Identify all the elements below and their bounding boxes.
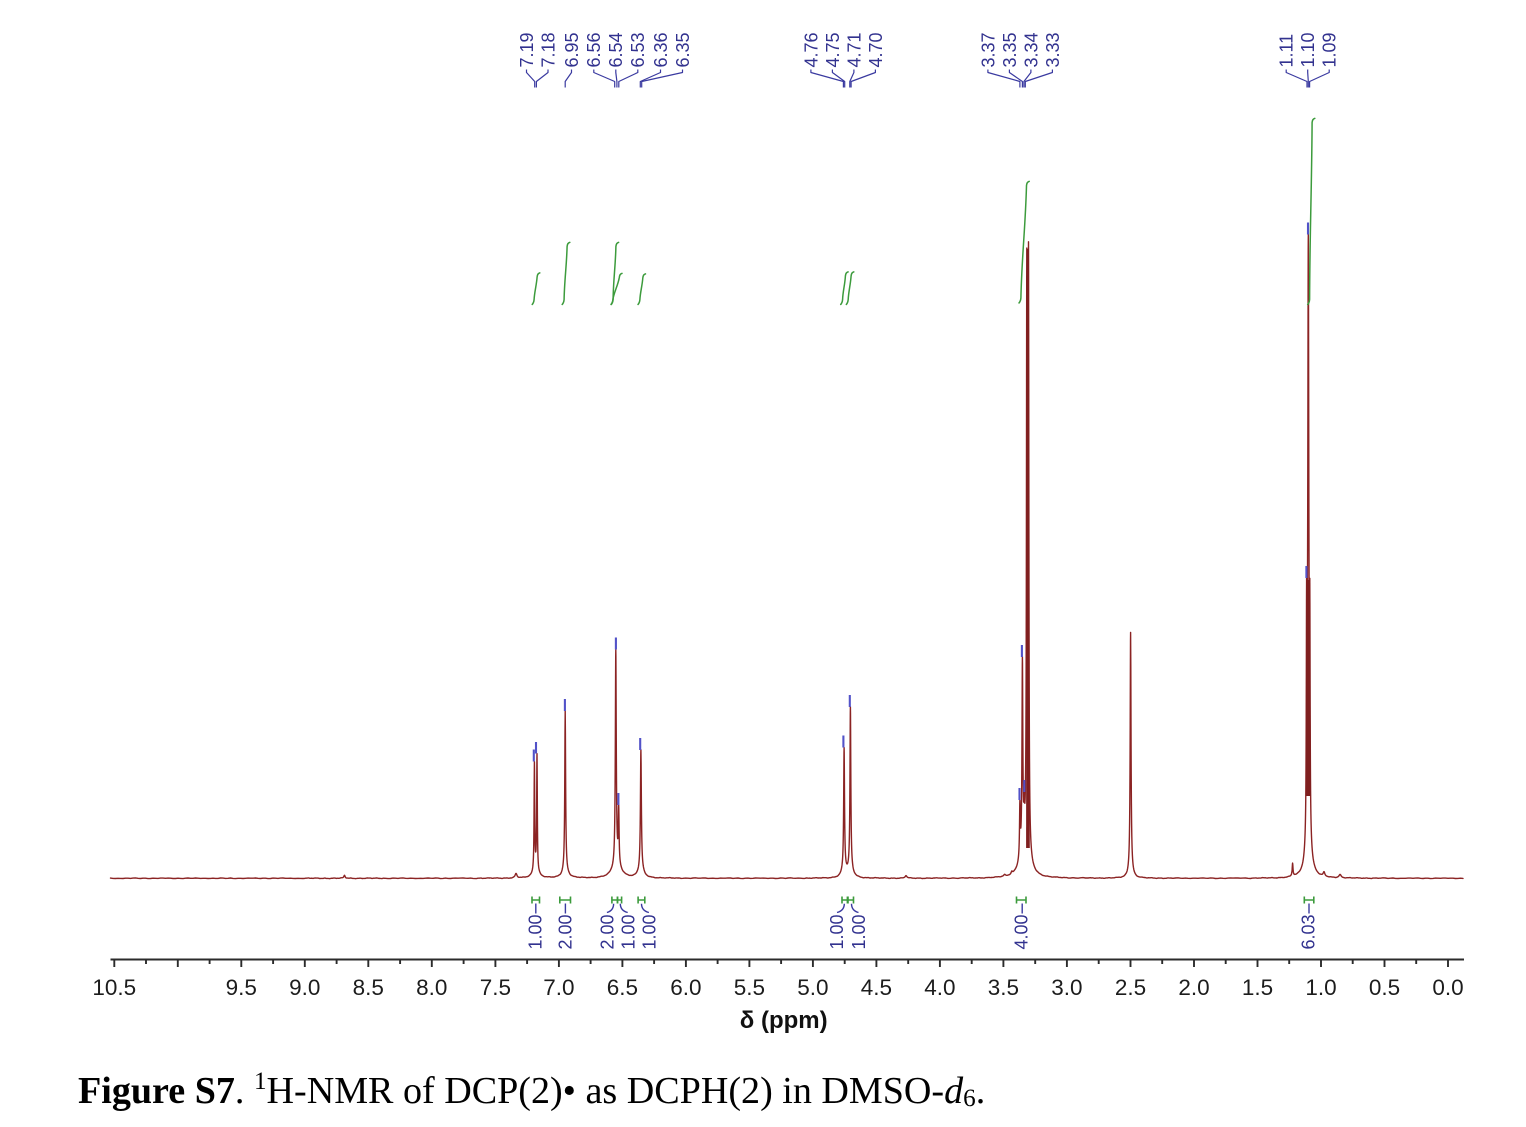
svg-text:4.00: 4.00 — [1012, 914, 1032, 949]
svg-text:1.10: 1.10 — [1298, 32, 1318, 67]
svg-text:1.09: 1.09 — [1320, 32, 1340, 67]
svg-text:1.00: 1.00 — [639, 914, 659, 949]
svg-text:4.0: 4.0 — [924, 975, 955, 1000]
svg-text:8.5: 8.5 — [353, 975, 384, 1000]
svg-text:4.70: 4.70 — [866, 32, 886, 67]
svg-text:2.0: 2.0 — [1178, 975, 1209, 1000]
svg-text:3.35: 3.35 — [1000, 32, 1020, 67]
svg-text:10.5: 10.5 — [92, 975, 136, 1000]
svg-text:1.0: 1.0 — [1305, 975, 1336, 1000]
svg-text:2.00: 2.00 — [597, 914, 617, 949]
svg-text:1.11: 1.11 — [1277, 34, 1297, 68]
svg-text:4.71: 4.71 — [844, 32, 864, 67]
svg-text:6.35: 6.35 — [673, 32, 693, 67]
svg-text:3.33: 3.33 — [1043, 32, 1063, 67]
svg-text:8.0: 8.0 — [416, 975, 447, 1000]
svg-text:6.54: 6.54 — [606, 32, 626, 67]
svg-text:6.0: 6.0 — [670, 975, 701, 1000]
svg-text:5.5: 5.5 — [734, 975, 765, 1000]
svg-text:3.34: 3.34 — [1021, 32, 1041, 67]
svg-text:δ (ppm): δ (ppm) — [740, 1007, 828, 1034]
svg-text:1.00: 1.00 — [849, 914, 869, 949]
svg-text:7.19: 7.19 — [517, 32, 537, 67]
svg-text:1.00: 1.00 — [526, 914, 546, 949]
svg-text:3.0: 3.0 — [1051, 975, 1082, 1000]
svg-text:6.56: 6.56 — [584, 32, 604, 67]
svg-text:4.75: 4.75 — [823, 32, 843, 67]
svg-text:1.00: 1.00 — [618, 914, 638, 949]
svg-text:7.18: 7.18 — [538, 32, 558, 67]
svg-text:4.76: 4.76 — [801, 32, 821, 67]
svg-text:7.5: 7.5 — [480, 975, 511, 1000]
svg-text:6.36: 6.36 — [651, 32, 671, 67]
svg-text:2.5: 2.5 — [1115, 975, 1146, 1000]
svg-text:9.0: 9.0 — [289, 975, 320, 1000]
svg-text:3.37: 3.37 — [978, 32, 998, 67]
svg-text:0.0: 0.0 — [1432, 975, 1463, 1000]
svg-text:1.00: 1.00 — [827, 914, 847, 949]
svg-text:4.5: 4.5 — [861, 975, 892, 1000]
svg-text:6.5: 6.5 — [607, 975, 638, 1000]
svg-text:6.53: 6.53 — [628, 32, 648, 67]
svg-text:3.5: 3.5 — [988, 975, 1019, 1000]
svg-text:5.0: 5.0 — [797, 975, 828, 1000]
svg-text:9.5: 9.5 — [226, 975, 257, 1000]
svg-text:0.5: 0.5 — [1369, 975, 1400, 1000]
svg-text:7.0: 7.0 — [543, 975, 574, 1000]
svg-text:2.00: 2.00 — [555, 914, 575, 949]
svg-text:6.03: 6.03 — [1299, 914, 1319, 949]
svg-text:1.5: 1.5 — [1242, 975, 1273, 1000]
svg-text:6.95: 6.95 — [562, 32, 582, 67]
